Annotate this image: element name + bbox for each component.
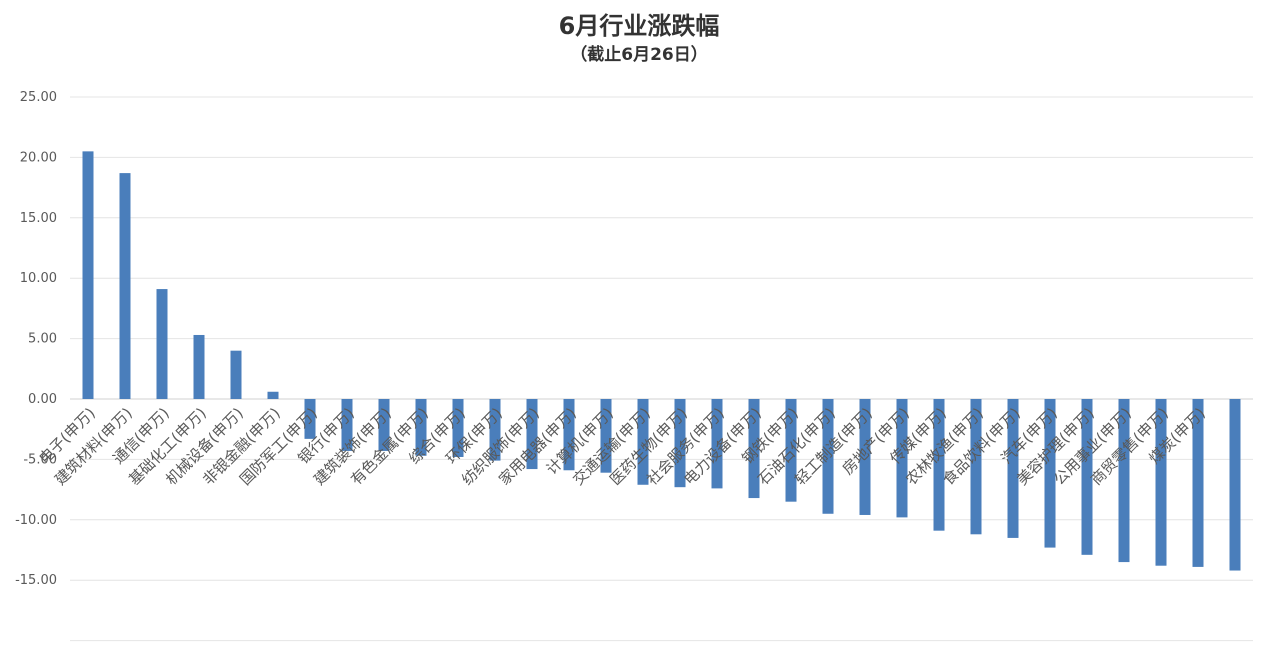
y-tick-label: 0.00: [28, 392, 57, 407]
x-axis-labels: 电子(申万)建筑材料(申万)通信(申万)基础化工(申万)机械设备(申万)非银金融…: [35, 404, 1208, 489]
y-tick-label: -15.00: [15, 573, 57, 588]
y-tick-label: 10.00: [20, 271, 57, 286]
bar: [1118, 399, 1130, 563]
bar: [933, 399, 945, 531]
bar: [1192, 399, 1204, 567]
bar: [341, 399, 353, 451]
bar: [230, 350, 242, 399]
bar: [1081, 399, 1093, 555]
y-tick-label: 15.00: [20, 211, 57, 226]
bars: [82, 151, 1241, 571]
bar: [711, 399, 723, 489]
bar: [563, 399, 575, 471]
bar: [1229, 399, 1241, 571]
bar: [82, 151, 94, 399]
bar: [1007, 399, 1019, 538]
bar: [1155, 399, 1167, 566]
bar: [1044, 399, 1056, 548]
bar: [378, 399, 390, 451]
bar: [193, 334, 205, 399]
title-block: 6月行业涨跌幅 （截止6月26日）: [0, 10, 1278, 68]
bar: [304, 399, 316, 439]
y-tick-label: 25.00: [20, 90, 57, 105]
bar: [896, 399, 908, 518]
bar: [785, 399, 797, 502]
bar: [637, 399, 649, 485]
y-axis-ticks: 25.00 20.00 15.00 10.00 5.00 0.00 -5.00 -10.00 -…: [15, 90, 57, 588]
bar: [267, 391, 279, 399]
bar: [526, 399, 538, 470]
bar: [415, 399, 427, 456]
y-tick-label: 5.00: [28, 332, 57, 347]
bar: [452, 399, 464, 457]
gridlines: [70, 96, 1253, 642]
bar: [156, 289, 168, 399]
bar: [859, 399, 871, 515]
chart-title: 6月行业涨跌幅: [558, 12, 720, 40]
y-tick-label: -10.00: [15, 513, 57, 528]
y-tick-label: -5.00: [23, 452, 57, 467]
bar: [970, 399, 982, 535]
bar: [822, 399, 834, 514]
bar: [674, 399, 686, 488]
bar: [748, 399, 760, 499]
chart-subtitle: （截止6月26日）: [570, 45, 708, 65]
bar: [119, 173, 131, 399]
bar: [600, 399, 612, 473]
y-tick-label: 20.00: [20, 150, 57, 165]
bar: [489, 399, 501, 461]
